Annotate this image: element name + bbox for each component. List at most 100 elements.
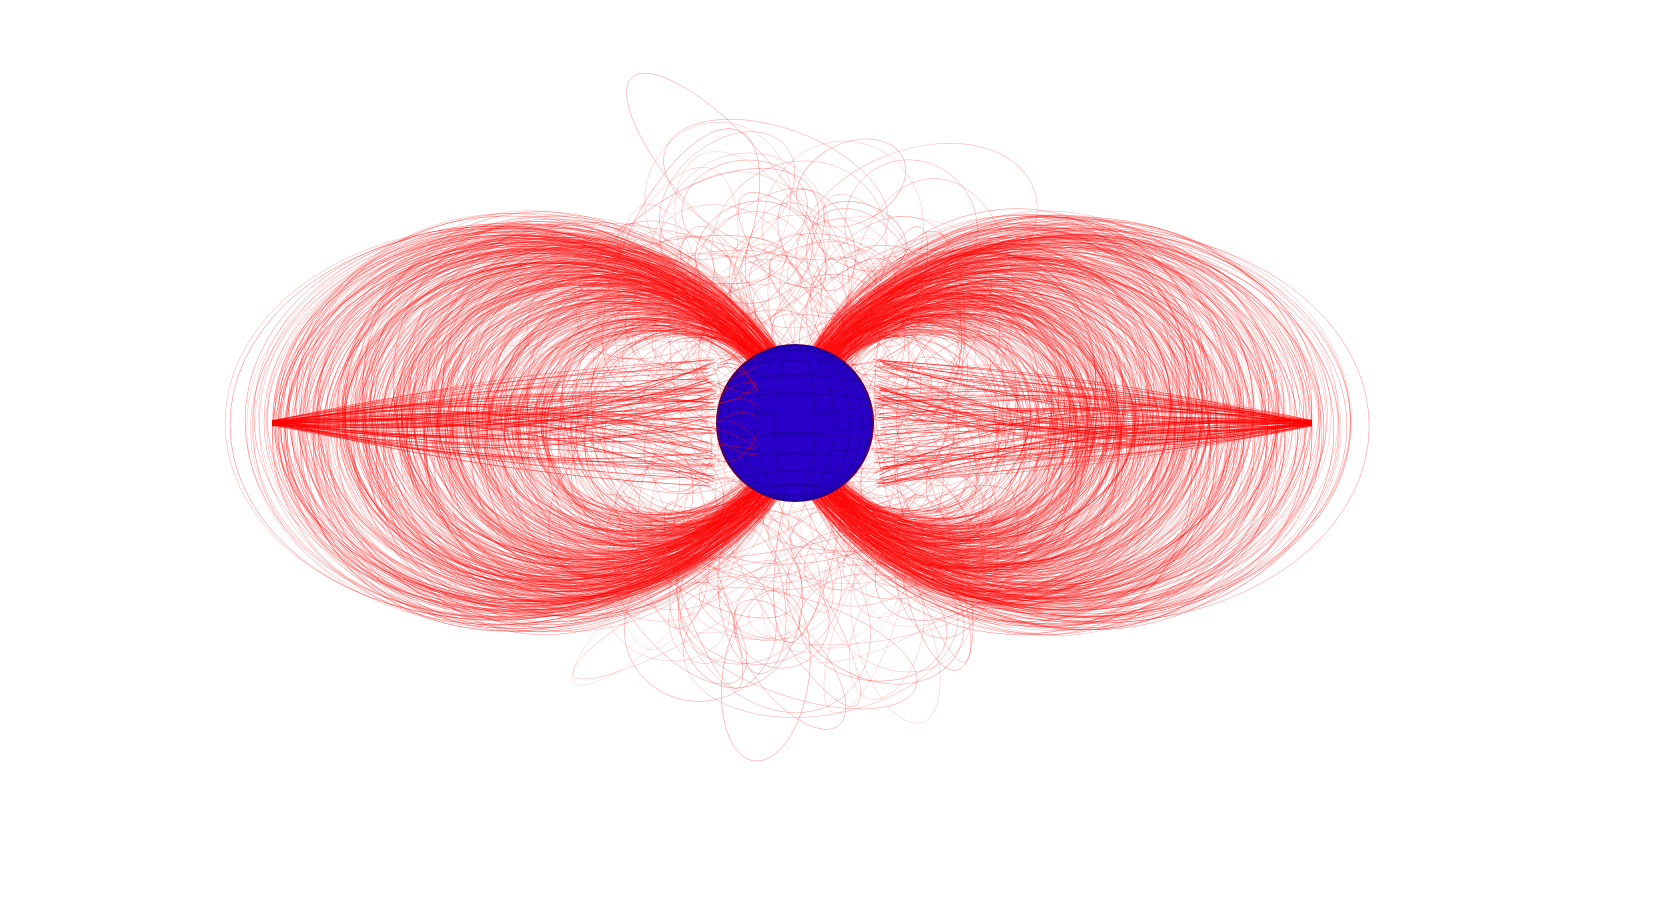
field-line <box>424 279 796 586</box>
equatorial-line <box>271 379 708 435</box>
equatorial-line <box>271 379 709 429</box>
equatorial-line <box>271 358 708 423</box>
field-loop <box>634 235 749 374</box>
field-loop <box>721 589 811 762</box>
field-loop <box>503 283 756 429</box>
field-line <box>782 223 1193 593</box>
equatorial-line <box>271 421 716 465</box>
field-line <box>528 314 798 545</box>
field-loop <box>682 551 959 718</box>
field-line <box>789 229 1351 614</box>
foreground-field-line <box>716 398 758 407</box>
equatorial-line <box>879 359 1313 425</box>
field-line <box>790 216 1313 611</box>
equatorial-line <box>271 423 708 443</box>
equatorial-line <box>271 360 714 426</box>
equatorial-line <box>873 423 1313 463</box>
field-loop <box>659 204 784 285</box>
field-loop <box>890 287 997 342</box>
equatorial-line <box>874 419 1313 453</box>
field-loop <box>773 313 974 393</box>
field-line <box>792 284 1091 545</box>
field-line <box>796 307 1101 533</box>
foreground-field-line <box>716 443 758 451</box>
field-line <box>571 331 797 529</box>
equatorial-line <box>271 406 717 423</box>
field-loop <box>711 160 887 329</box>
field-loop <box>851 485 904 546</box>
field-line <box>374 276 798 578</box>
central-sphere <box>716 344 874 502</box>
equatorial-line <box>271 420 714 467</box>
sphere-latitude <box>739 471 851 486</box>
field-loop <box>810 256 905 383</box>
field-loop <box>717 526 787 674</box>
foreground-field-line <box>716 382 758 393</box>
field-loop <box>643 406 712 492</box>
foreground-field-line <box>716 366 758 391</box>
equatorial-line <box>876 396 1313 423</box>
equatorial-line <box>271 372 709 422</box>
field-line <box>377 262 796 602</box>
foreground-field-line <box>716 382 758 398</box>
equatorial-line <box>271 420 715 477</box>
field-line <box>535 327 793 523</box>
field-loop <box>515 419 718 583</box>
field-line <box>400 237 796 585</box>
field-loop <box>625 230 690 294</box>
equatorial-line <box>878 413 1313 434</box>
field-line <box>784 215 1203 599</box>
field-loop <box>576 168 819 360</box>
equatorial-line <box>271 415 718 481</box>
equatorial-line <box>882 403 1313 461</box>
equatorial-line <box>873 409 1313 474</box>
equatorial-line <box>271 425 708 446</box>
field-loop <box>733 573 830 669</box>
field-line <box>484 283 799 588</box>
field-line <box>518 300 797 567</box>
field-loop <box>733 599 847 730</box>
field-loop <box>823 540 906 714</box>
field-line <box>522 322 803 537</box>
equatorial-line <box>880 423 1313 481</box>
field-line <box>794 244 1206 634</box>
field-loop <box>806 208 917 334</box>
field-loop <box>874 230 966 486</box>
field-line <box>792 218 1320 611</box>
field-line <box>791 214 1173 599</box>
field-line <box>796 230 1342 622</box>
field-loop <box>560 321 722 483</box>
equatorial-line <box>876 423 1313 488</box>
field-line <box>484 307 797 533</box>
field-line <box>327 245 799 624</box>
field-line <box>792 224 1280 602</box>
field-line <box>778 263 1185 609</box>
field-loop <box>786 529 965 685</box>
field-line <box>800 297 1133 548</box>
field-line <box>370 247 801 580</box>
field-line <box>527 324 793 526</box>
field-line <box>304 226 795 603</box>
equatorial-line <box>881 419 1313 471</box>
field-loop <box>787 239 870 314</box>
field-line <box>796 235 1323 622</box>
field-line <box>790 208 1191 604</box>
field-line <box>370 223 808 595</box>
equatorial-line <box>271 421 710 487</box>
field-loop <box>662 237 877 379</box>
field-loop <box>804 507 936 607</box>
field-line <box>304 249 805 614</box>
equatorial-line <box>882 395 1313 446</box>
field-loop <box>762 140 924 315</box>
field-line <box>345 215 805 603</box>
field-line <box>791 304 1050 564</box>
field-line <box>793 216 1224 602</box>
foreground-field-line <box>716 434 758 463</box>
equatorial-line <box>876 376 1313 425</box>
equatorial-line <box>875 401 1313 445</box>
field-line <box>460 300 799 539</box>
equatorial-line <box>873 424 1313 444</box>
field-line <box>504 320 805 536</box>
equatorial-line <box>882 360 1313 426</box>
field-loop <box>795 143 1038 324</box>
